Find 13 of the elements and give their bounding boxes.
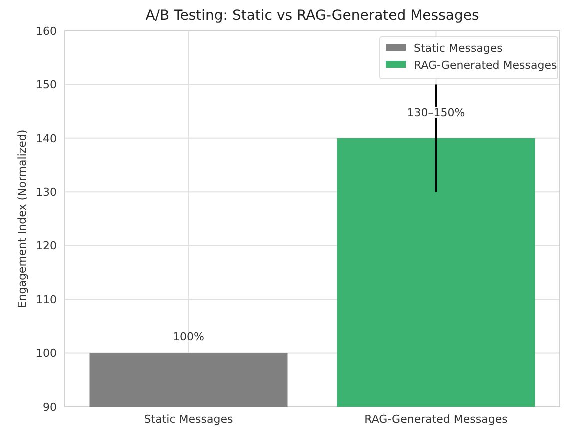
y-tick-label: 140 <box>36 132 57 146</box>
legend-label: RAG-Generated Messages <box>414 58 558 72</box>
y-tick-label: 150 <box>36 78 57 92</box>
y-tick-label: 90 <box>43 400 57 414</box>
chart-title: A/B Testing: Static vs RAG-Generated Messages <box>146 8 480 24</box>
y-tick-label: 110 <box>36 293 57 306</box>
y-tick-label: 120 <box>36 240 57 253</box>
data-label: 100% <box>173 330 204 344</box>
legend-label: Static Messages <box>414 42 504 55</box>
y-tick-label: 130 <box>36 186 57 199</box>
y-tick-label: 160 <box>36 24 57 38</box>
y-tick-label: 100 <box>36 347 57 360</box>
y-axis-title: Engagement Index (Normalized) <box>16 130 29 308</box>
